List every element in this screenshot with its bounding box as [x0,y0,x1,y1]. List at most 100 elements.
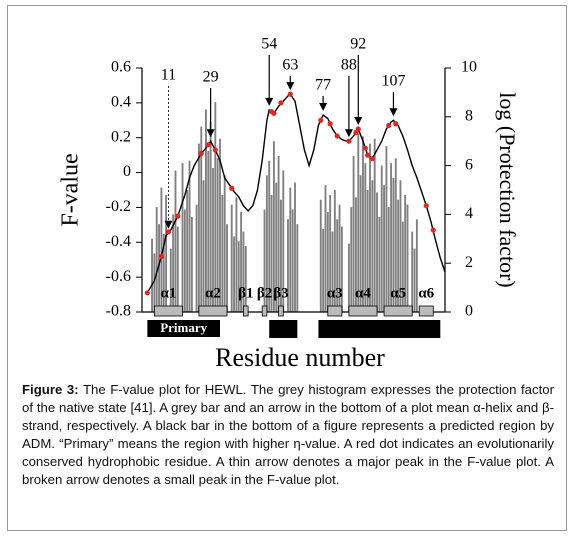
histogram-bar [202,180,205,312]
histogram-bar [401,221,404,312]
histogram-bar [291,209,294,312]
peak-label: 92 [350,36,366,53]
caption-text: The F-value plot for HEWL. The grey hist… [22,382,554,487]
histogram-bar [237,241,240,312]
histogram-bar [333,190,336,312]
histogram-bar [319,199,322,312]
secondary-structure-label: α1 [161,285,177,301]
conserved-residue-dot [346,138,352,144]
histogram-bar [404,194,407,312]
caption-label: Figure 3: [22,382,79,397]
conserved-residue-dot [318,117,324,123]
histogram-bar [338,204,341,312]
y-tick-label: -0.2 [106,198,131,215]
histogram-bar [397,199,400,312]
conserved-residue-dot [393,121,399,127]
secondary-structure-bar [261,305,268,317]
histogram-bar [394,158,397,312]
histogram-bar [385,146,388,312]
histogram-bar [207,150,210,312]
secondary-structure-label: α6 [418,285,434,301]
histogram-bar [226,224,228,312]
secondary-structure-label: β2 [257,285,272,301]
histogram-bar [364,163,367,312]
peak-label: 88 [341,57,357,74]
histogram-bar [359,175,362,312]
conserved-residue-dot [327,121,333,127]
conserved-residue-dot [198,150,204,156]
y-tick-label: 0.4 [111,94,131,111]
caption: Figure 3: The F-value plot for HEWL. The… [22,381,554,489]
conserved-residue-dot [271,110,277,116]
histogram-bar [357,133,360,312]
histogram-bar [233,236,235,312]
y2-tick-label: 6 [465,156,473,173]
histogram-bar [151,238,153,312]
histogram-bar [197,143,200,312]
histogram-bar [287,219,289,312]
histogram-bar [390,163,393,312]
secondary-structure-label: α2 [205,285,221,301]
secondary-structure-bar [278,305,284,317]
peak-arrowhead [319,103,328,112]
histogram-bar [162,233,165,312]
secondary-structure-bar [383,305,413,317]
conserved-residue-dot [287,91,293,97]
histogram-bar [275,182,278,312]
histogram-bar [371,180,374,312]
conserved-residue-dot [212,147,218,153]
y-tick-label: 0 [123,163,131,180]
histogram-bar [263,209,266,312]
histogram-bar [244,246,247,312]
secondary-structure-bar [243,305,249,317]
y2-axis-label: log (Protection factor) [495,92,520,288]
conserved-residue-dot [229,185,235,191]
histogram-bar [387,207,390,312]
histogram-bar [219,138,221,312]
histogram-bar [277,155,280,312]
histogram-bar [282,170,285,312]
histogram-bar [329,194,332,312]
histogram-bar [413,248,416,312]
y-tick-label: -0.4 [106,233,131,250]
conserved-residue-dot [205,142,211,148]
y2-tick-label: 8 [465,107,473,124]
histogram-bar [240,211,243,312]
histogram-bar [158,224,160,312]
conserved-residue-dot [334,133,340,139]
peak-arrowhead [206,129,215,138]
conserved-residue-dot [165,229,172,235]
histogram-bar [326,211,329,312]
histogram-bar [366,190,369,312]
conserved-residue-dot [369,156,375,162]
histogram-bar [165,194,168,312]
histogram-bar [362,136,364,312]
primary-region [147,320,220,337]
secondary-structure-label: α5 [390,285,406,301]
y2-tick-label: 10 [461,59,477,76]
histogram-bar [188,160,191,312]
conserved-residue-dot [355,126,361,132]
peak-arrowhead [344,129,353,138]
y-tick-label: 0.2 [111,128,131,145]
histogram-bar [350,207,353,312]
histogram-bar [174,170,177,312]
histogram-bar [155,207,158,312]
histogram-bar [200,126,203,312]
histogram-bar [322,229,325,312]
histogram-bar [352,155,355,312]
y2-tick-label: 2 [465,254,473,271]
y-tick-label: 0.6 [111,59,131,76]
histogram-bar [160,187,163,312]
histogram-bar [378,216,381,312]
primary-label: Primary [160,320,207,335]
histogram-bar [280,199,282,312]
histogram-bar [169,248,172,312]
conserved-residue-dot [386,122,392,129]
histogram-bar [181,163,184,312]
histogram-bar [369,143,371,312]
histogram-bar [415,219,418,312]
secondary-structure-label: α4 [355,285,371,301]
y2-tick-label: 0 [465,303,473,320]
histogram-bar [186,190,189,312]
